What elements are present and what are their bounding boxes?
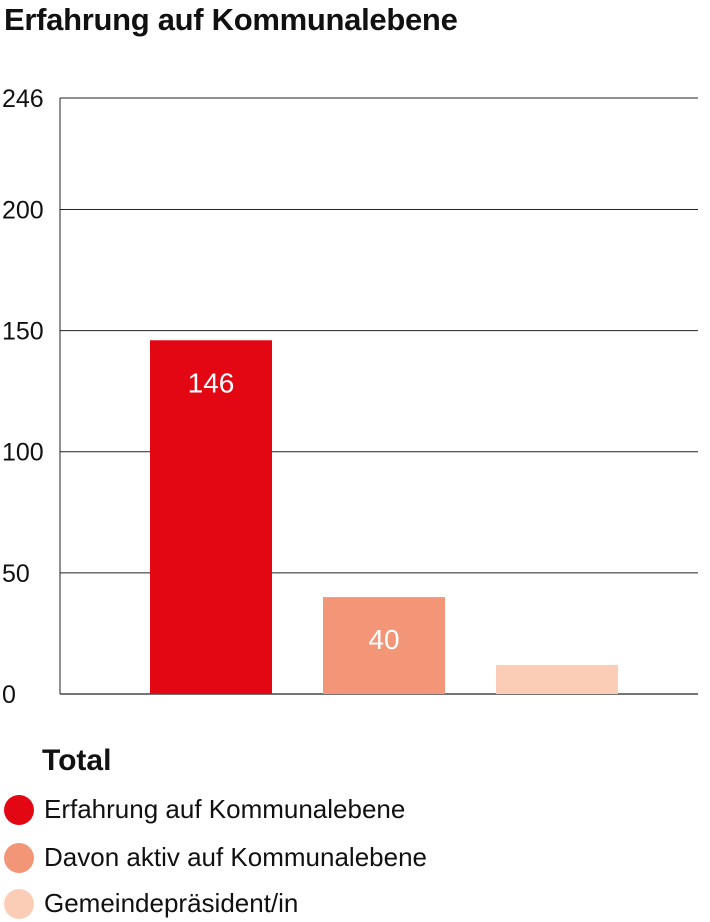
legend-label: Erfahrung auf Kommunalebene (44, 794, 406, 824)
y-tick-label: 150 (2, 318, 44, 346)
bars (150, 340, 618, 694)
bar (496, 664, 618, 694)
y-tick-label: 50 (2, 560, 30, 588)
legend-swatch (4, 842, 34, 873)
bar-data-label: 40 (368, 624, 399, 655)
bar (150, 340, 272, 694)
bar-data-labels: 146 40 12 (188, 367, 573, 723)
bar-data-label: 146 (188, 367, 235, 398)
legend-item: Erfahrung auf Kommunalebene (4, 794, 405, 825)
y-tick-labels: 0 50 100 150 200 246 (2, 85, 44, 709)
y-tick-label: 246 (2, 85, 44, 113)
y-tick-label: 200 (2, 196, 44, 224)
legend-swatch (4, 794, 34, 825)
legend-item: Gemeindepräsident/in (4, 888, 298, 919)
legend-label: Gemeindepräsident/in (44, 888, 299, 918)
y-tick-label: 100 (2, 439, 44, 467)
legend-item: Davon aktiv auf Kommunalebene (4, 842, 427, 873)
legend-label: Davon aktiv auf Kommunalebene (44, 842, 428, 872)
legend-title: Total (42, 744, 112, 777)
bar-data-label: 12 (541, 692, 572, 723)
bar (323, 597, 445, 694)
chart-title: Erfahrung auf Kommunalebene (4, 2, 458, 37)
y-tick-label: 0 (2, 681, 16, 709)
bar-chart: 0 50 100 150 200 246 146 40 12 (2, 85, 698, 723)
legend-swatch (4, 888, 34, 919)
